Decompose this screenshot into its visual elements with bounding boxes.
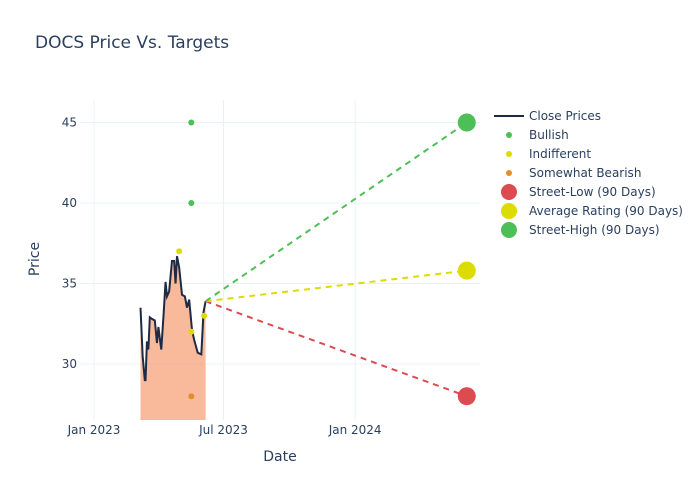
rating-point bbox=[201, 312, 208, 319]
legend-item-low[interactable]: Street-Low (90 Days) bbox=[494, 182, 683, 201]
target-trend-line bbox=[205, 121, 468, 303]
dot-icon bbox=[501, 202, 517, 219]
legend-label: Indifferent bbox=[529, 146, 592, 161]
legend-label: Close Prices bbox=[529, 108, 602, 123]
y-tick-label: 30 bbox=[62, 357, 77, 371]
legend-item-close[interactable]: Close Prices bbox=[494, 106, 683, 125]
rating-point bbox=[188, 393, 195, 400]
legend-item-bullish[interactable]: Bullish bbox=[494, 125, 683, 144]
legend-item-bearish[interactable]: Somewhat Bearish bbox=[494, 163, 683, 182]
chart-title: DOCS Price Vs. Targets bbox=[35, 33, 230, 53]
legend-label: Bullish bbox=[529, 127, 569, 142]
line-icon bbox=[494, 114, 524, 117]
x-tick-label: Jan 2023 bbox=[67, 423, 121, 437]
rating-point bbox=[176, 248, 183, 255]
rating-point bbox=[188, 328, 195, 335]
rating-point bbox=[188, 119, 195, 126]
dot-icon bbox=[501, 221, 517, 238]
legend-item-high[interactable]: Street-High (90 Days) bbox=[494, 220, 683, 239]
close-price-area bbox=[140, 256, 206, 420]
target-trend-line bbox=[205, 300, 468, 398]
dot-icon bbox=[506, 169, 512, 176]
target-point bbox=[457, 261, 476, 280]
y-axis-label: Price bbox=[27, 242, 43, 276]
legend-label: Street-High (90 Days) bbox=[529, 222, 660, 237]
target-point bbox=[457, 387, 476, 406]
legend-label: Somewhat Bearish bbox=[529, 165, 642, 180]
y-tick-label: 40 bbox=[62, 196, 77, 210]
legend-item-indifferent[interactable]: Indifferent bbox=[494, 144, 683, 163]
y-tick-label: 45 bbox=[62, 116, 77, 130]
dot-icon bbox=[506, 150, 512, 157]
legend-label: Average Rating (90 Days) bbox=[529, 203, 683, 218]
rating-point bbox=[188, 200, 195, 206]
dot-icon bbox=[506, 131, 512, 138]
y-tick-label: 35 bbox=[62, 277, 77, 291]
legend-label: Street-Low (90 Days) bbox=[529, 184, 656, 199]
target-point bbox=[457, 113, 476, 132]
x-tick-label: Jul 2023 bbox=[198, 423, 248, 437]
legend-item-avg[interactable]: Average Rating (90 Days) bbox=[494, 201, 683, 220]
x-tick-label: Jan 2024 bbox=[328, 423, 382, 437]
dot-icon bbox=[501, 183, 517, 200]
legend: Close Prices Bullish Indifferent Somewha… bbox=[494, 106, 683, 239]
x-axis-label: Date bbox=[263, 449, 296, 465]
